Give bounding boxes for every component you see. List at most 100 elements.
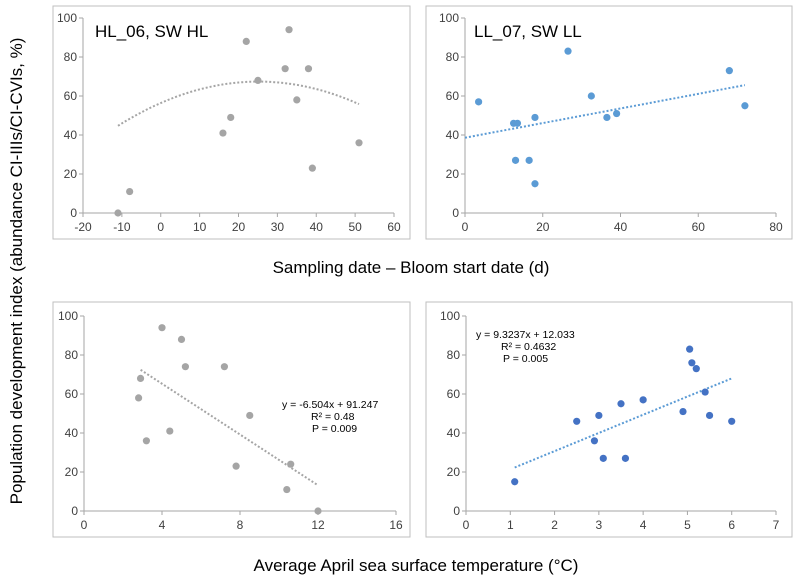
data-point bbox=[511, 478, 519, 486]
y-tick-label: 0 bbox=[71, 504, 78, 518]
y-tick-label: 40 bbox=[446, 128, 460, 142]
x-tick-label: 0 bbox=[463, 518, 470, 532]
x-tick-label: 0 bbox=[81, 518, 88, 532]
data-point bbox=[355, 139, 363, 147]
y-tick-label: 20 bbox=[64, 167, 78, 181]
x-axis-label-bottom: Average April sea surface temperature (°… bbox=[254, 556, 579, 575]
data-point bbox=[475, 98, 483, 106]
data-point bbox=[587, 92, 595, 100]
x-tick-label: 3 bbox=[596, 518, 603, 532]
x-tick-label: 1 bbox=[507, 518, 514, 532]
y-tick-label: 100 bbox=[439, 11, 459, 25]
data-point bbox=[603, 113, 611, 122]
y-tick-label: 60 bbox=[446, 89, 460, 103]
data-point bbox=[525, 156, 533, 164]
data-point bbox=[232, 462, 240, 470]
data-point bbox=[617, 400, 625, 408]
panel-title: HL_06, SW HL bbox=[95, 22, 208, 41]
x-tick-label: 16 bbox=[389, 518, 403, 532]
x-tick-label: 40 bbox=[310, 220, 324, 234]
data-point bbox=[564, 47, 572, 55]
x-tick-label: 6 bbox=[728, 518, 735, 532]
y-tick-label: 100 bbox=[58, 309, 78, 323]
data-point bbox=[590, 437, 599, 445]
x-tick-label: 4 bbox=[640, 518, 647, 532]
trendline bbox=[514, 377, 733, 469]
y-tick-label: 20 bbox=[65, 465, 79, 479]
data-point bbox=[177, 335, 186, 343]
y-tick-label: 80 bbox=[446, 50, 460, 64]
x-tick-label: 5 bbox=[684, 518, 691, 532]
plot-area: 0 20 40 60 80 100 0 1 2 3 4 5 6 7 bbox=[440, 309, 780, 532]
y-tick-label: 60 bbox=[65, 387, 79, 401]
y-tick-label: 100 bbox=[440, 309, 460, 323]
y-tick-label: 80 bbox=[64, 50, 78, 64]
data-point bbox=[242, 37, 250, 46]
data-point bbox=[728, 417, 736, 425]
data-point bbox=[281, 65, 289, 73]
regression-equation: y = -6.504x + 91.247 bbox=[282, 399, 378, 411]
data-point bbox=[136, 374, 145, 382]
x-tick-label: 60 bbox=[387, 220, 401, 234]
x-tick-label: 2 bbox=[551, 518, 558, 532]
data-point bbox=[705, 411, 714, 420]
trendline bbox=[464, 84, 746, 139]
x-tick-label: 8 bbox=[237, 518, 244, 532]
x-tick-label: 7 bbox=[773, 518, 780, 532]
y-tick-label: 0 bbox=[453, 504, 460, 518]
x-tick-label: 30 bbox=[271, 220, 285, 234]
data-point bbox=[158, 324, 166, 332]
data-point bbox=[701, 388, 709, 396]
y-tick-label: 100 bbox=[57, 11, 77, 25]
r-squared: R² = 0.4632 bbox=[501, 341, 556, 353]
data-point bbox=[254, 76, 262, 84]
y-tick-label: 0 bbox=[452, 206, 459, 220]
x-tick-label: 50 bbox=[348, 220, 362, 234]
x-axis-label-top: Sampling date – Bloom start date (d) bbox=[273, 258, 550, 277]
data-point bbox=[227, 113, 235, 122]
data-point bbox=[308, 164, 316, 172]
data-point bbox=[595, 411, 603, 420]
y-tick-label: 80 bbox=[447, 348, 461, 362]
r-squared: R² = 0.48 bbox=[311, 411, 355, 423]
data-point bbox=[679, 407, 687, 416]
plot-area: 0 20 40 60 80 100 0 4 8 12 16 bbox=[58, 309, 403, 532]
data-point bbox=[725, 67, 733, 75]
panel-title: LL_07, SW LL bbox=[474, 22, 582, 41]
data-point bbox=[511, 156, 520, 164]
data-point bbox=[114, 209, 122, 217]
panel-temp-blue: y = 9.3237x + 12.033 R² = 0.4632 P = 0.0… bbox=[425, 301, 793, 538]
panel-hl06: HL_06, SW HL 0 20 40 60 80 100 -20 -10 0 10 20 30 40… bbox=[52, 5, 411, 240]
data-point bbox=[621, 454, 630, 462]
y-tick-label: 20 bbox=[447, 465, 461, 479]
data-point bbox=[692, 365, 700, 373]
data-point bbox=[639, 396, 647, 404]
y-tick-label: 0 bbox=[70, 206, 77, 220]
data-point bbox=[741, 102, 749, 110]
x-tick-label: 40 bbox=[614, 220, 628, 234]
y-tick-label: 40 bbox=[65, 426, 79, 440]
data-point bbox=[126, 187, 134, 196]
data-point bbox=[686, 345, 694, 353]
data-point bbox=[304, 65, 313, 73]
x-tick-label: 0 bbox=[157, 220, 164, 234]
plot-area: 0 20 40 60 80 100 0 20 40 60 80 bbox=[439, 11, 783, 234]
data-point bbox=[688, 359, 696, 367]
panel-frame bbox=[425, 5, 793, 240]
data-point bbox=[283, 485, 291, 494]
data-point bbox=[219, 129, 227, 137]
data-point bbox=[531, 113, 539, 122]
data-point bbox=[513, 119, 522, 127]
plot-area: 0 20 40 60 80 100 -20 -10 0 10 20 30 40 50 60 bbox=[57, 11, 401, 234]
y-tick-label: 40 bbox=[64, 128, 78, 142]
panel-ll07: LL_07, SW LL 0 20 40 60 80 100 0 20 40 60 80 bbox=[425, 5, 793, 240]
panel-temp-grey: y = -6.504x + 91.247 R² = 0.48 P = 0.009… bbox=[52, 301, 411, 538]
data-point bbox=[613, 109, 621, 118]
y-tick-label: 40 bbox=[447, 426, 461, 440]
y-tick-label: 80 bbox=[65, 348, 79, 362]
data-point bbox=[314, 507, 322, 515]
x-tick-label: 20 bbox=[232, 220, 246, 234]
panel-frame bbox=[52, 301, 411, 538]
data-point bbox=[599, 454, 607, 462]
